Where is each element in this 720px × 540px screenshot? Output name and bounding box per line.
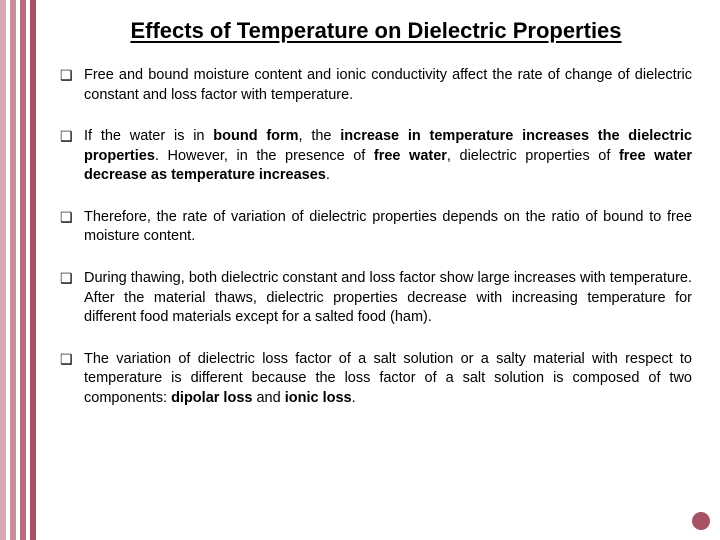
- bullet-item: The variation of dielectric loss factor …: [60, 350, 692, 409]
- left-accent-bars: [0, 0, 36, 540]
- accent-bar: [30, 0, 36, 540]
- bullet-item: If the water is in bound form, the incre…: [60, 127, 692, 186]
- bullet-item: Therefore, the rate of variation of diel…: [60, 208, 692, 247]
- slide-content: Effects of Temperature on Dielectric Pro…: [60, 18, 692, 522]
- bullet-item: During thawing, both dielectric constant…: [60, 269, 692, 328]
- bullet-list: Free and bound moisture content and ioni…: [60, 66, 692, 408]
- slide-title: Effects of Temperature on Dielectric Pro…: [60, 18, 692, 44]
- bullet-item: Free and bound moisture content and ioni…: [60, 66, 692, 105]
- corner-dot-icon: [692, 512, 710, 530]
